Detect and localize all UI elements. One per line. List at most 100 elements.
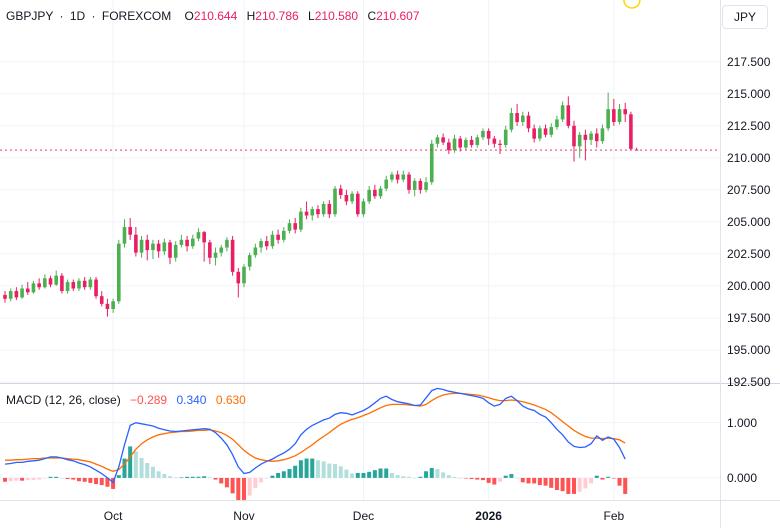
macd-histogram-bar — [276, 472, 281, 478]
candle-body — [532, 128, 536, 139]
price-tick-label: 205.000 — [727, 214, 771, 229]
price-tick-label: 200.000 — [727, 278, 771, 293]
price-tick-label: 207.500 — [727, 182, 771, 197]
macd-histogram-bar — [526, 477, 531, 484]
macd-histogram-bar — [111, 477, 116, 489]
macd-histogram-bar — [424, 471, 429, 478]
macd-histogram-bar — [333, 464, 338, 478]
macd-histogram-bar — [42, 477, 47, 479]
candle-body — [492, 138, 497, 144]
symbol-legend[interactable]: GBPJPY · 1D · FOREXCOM O210.644 H210.786… — [6, 9, 420, 23]
candle-body — [287, 223, 292, 231]
macd-histogram-bar — [168, 476, 173, 478]
candle-body — [8, 291, 13, 299]
macd-histogram-bar — [441, 472, 446, 478]
macd-histogram-bar — [344, 469, 349, 478]
macd-histogram-bar — [259, 477, 264, 483]
candles — [3, 92, 639, 317]
candle-body — [560, 105, 565, 120]
macd-histogram-bar — [452, 476, 457, 478]
macd-histogram-bar — [287, 469, 292, 478]
candle-body — [583, 134, 588, 140]
candle-body — [236, 271, 241, 284]
candle-body — [196, 232, 201, 239]
candle-body — [617, 109, 622, 122]
candle-body — [208, 242, 212, 258]
macd-histogram-bar — [241, 477, 246, 502]
candle-body — [253, 247, 258, 256]
macd-histogram-bar — [515, 477, 520, 479]
candle-body — [321, 203, 326, 215]
time-tick-label: Dec — [352, 509, 375, 523]
macd-histogram-bar — [156, 471, 161, 478]
candle-body — [43, 278, 47, 288]
macd-histogram-bar — [554, 477, 559, 491]
macd-histogram — [3, 446, 628, 502]
symbol-name: GBPJPY — [6, 9, 54, 23]
candle-body — [293, 223, 297, 230]
currency-button[interactable]: JPY — [722, 5, 768, 29]
macd-histogram-bar — [338, 466, 343, 478]
candle-body — [60, 275, 64, 292]
signal-line-value: 0.630 — [215, 393, 246, 407]
candle-body — [469, 139, 474, 146]
macd-histogram-bar — [219, 477, 224, 484]
macd-histogram-bar — [594, 475, 599, 478]
candle-body — [105, 303, 110, 309]
grid-lines — [0, 0, 720, 500]
macd-histogram-bar — [520, 477, 525, 483]
candle-body — [264, 241, 269, 247]
macd-histogram-bar — [617, 477, 622, 486]
macd-histogram-bar — [185, 476, 190, 478]
candle-body — [185, 239, 189, 247]
macd-histogram-bar — [213, 477, 218, 480]
candle-body — [623, 109, 628, 115]
macd-histogram-bar — [384, 468, 389, 478]
candle-body — [589, 133, 593, 140]
macd-histogram-bar — [76, 477, 81, 482]
candle-body — [327, 203, 332, 215]
candle-body — [538, 128, 542, 139]
candle-body — [14, 291, 19, 298]
macd-indicator-label: MACD (12, 26, close) — [6, 393, 121, 407]
candle-body — [310, 209, 315, 216]
macd-histogram-bar — [281, 471, 286, 478]
macd-histogram-bar — [105, 477, 110, 487]
candle-body — [31, 283, 36, 293]
last-crossover-marker — [623, 0, 641, 9]
macd-histogram-bar — [606, 476, 611, 478]
macd-histogram-bar — [566, 477, 571, 494]
candle-body — [520, 115, 525, 122]
candle-body — [168, 242, 172, 258]
candle-body — [498, 143, 502, 146]
legend-separator-1: · — [59, 9, 64, 23]
price-tick-label: 212.500 — [727, 118, 771, 133]
candle-body — [378, 188, 383, 197]
candle-body — [316, 209, 320, 215]
time-tick-label: 2026 — [475, 509, 502, 523]
macd-hist-value: −0.289 — [130, 393, 168, 407]
candle-body — [139, 239, 144, 253]
candle-body — [612, 109, 616, 122]
macd-histogram-bar — [446, 475, 451, 478]
candle-body — [151, 243, 155, 251]
macd-legend[interactable]: MACD (12, 26, close) −0.289 0.340 0.630 — [6, 393, 246, 407]
macd-tick-label: 1.000 — [727, 415, 758, 430]
candle-body — [3, 294, 7, 299]
candle-body — [555, 119, 559, 128]
macd-histogram-bar — [537, 477, 542, 486]
macd-histogram-bar — [94, 477, 99, 484]
candle-body — [54, 275, 59, 285]
macd-histogram-bar — [589, 477, 594, 484]
open-value: 210.644 — [193, 9, 238, 23]
candle-body — [344, 194, 349, 202]
macd-histogram-bar — [71, 477, 76, 480]
candle-body — [435, 137, 440, 144]
candle-body — [600, 128, 605, 142]
macd-histogram-bar — [532, 477, 537, 484]
macd-histogram-bar — [37, 477, 42, 480]
macd-histogram-bar — [54, 476, 59, 478]
macd-histogram-bar — [401, 476, 406, 478]
price-tick-label: 217.500 — [727, 54, 771, 69]
